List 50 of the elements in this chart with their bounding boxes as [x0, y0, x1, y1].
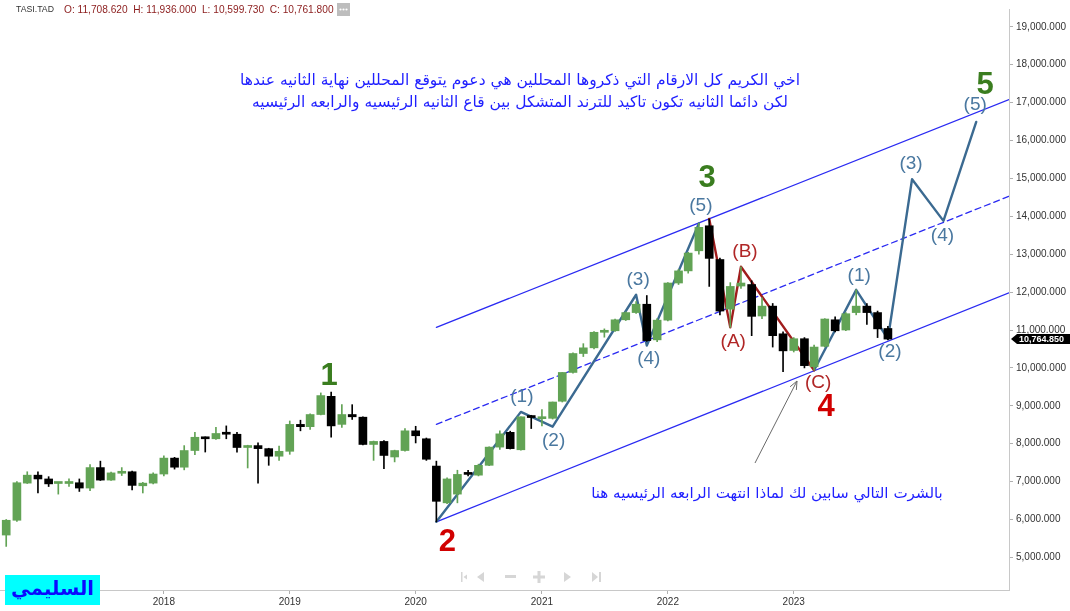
y-tick-label: 17,000.000 — [1016, 96, 1067, 108]
y-tick-label: 13,000.000 — [1016, 247, 1067, 259]
y-tick-label: 8,000.000 — [1016, 437, 1061, 449]
chart-subtitle: O: 11,708.620 H: 11,936.000 L: 10,599.730 C: 10,761.800 — [64, 3, 334, 15]
y-tick-label: 6,000.000 — [1016, 513, 1061, 525]
y-tick-label: 18,000.000 — [1016, 58, 1067, 70]
annotation: (1) — [510, 385, 534, 407]
annotation: (2) — [542, 428, 566, 450]
y-tick-label: 12,000.000 — [1016, 285, 1067, 297]
candlestick — [526, 414, 536, 429]
annotation: بالشرت التالي سابين لك لماذا انتهت الرابعه الرئيسيه هنا — [591, 483, 943, 503]
y-tick-label: 10,000.000 — [1016, 361, 1067, 373]
annotation: (4) — [930, 224, 955, 246]
annotation: 3 — [698, 158, 716, 194]
candlestick — [53, 481, 63, 495]
annotation: (5) — [689, 193, 713, 215]
annotation: (3) — [626, 268, 650, 289]
candlestick — [200, 436, 210, 453]
y-tick-label: 19,000.000 — [1016, 20, 1067, 32]
candlestick — [253, 442, 263, 484]
chart-title: TASI.TAD — [16, 4, 54, 15]
x-tick-label: 2018 — [152, 595, 176, 607]
candlestick — [537, 409, 547, 427]
y-tick-label: 11,000.000 — [1016, 323, 1066, 335]
y-tick-label: 14,000.000 — [1016, 210, 1067, 222]
text: 10,764.850 — [1019, 333, 1065, 344]
y-tick-label: 7,000.000 — [1016, 475, 1061, 487]
y-tick-label: 9,000.000 — [1016, 399, 1061, 411]
annotation: (1) — [847, 264, 871, 286]
x-tick-label: 2020 — [404, 595, 428, 607]
annotation: (2) — [878, 339, 902, 361]
annotation: (B) — [732, 239, 758, 261]
annotation: 1 — [320, 356, 338, 392]
x-tick-label: 2023 — [782, 595, 806, 607]
candlestick — [221, 425, 231, 440]
annotation: السليمي — [11, 577, 94, 601]
candlestick — [347, 404, 357, 420]
annotation: 2 — [438, 523, 456, 559]
annotation: لكن دائما الثانيه تكون تاكيد للترند المتشكل بين قاع الثانيه الرئيسيه والرابعه الرئيسيه — [251, 93, 789, 113]
annotation: (4) — [637, 346, 661, 368]
y-tick-label: 15,000.000 — [1016, 172, 1067, 184]
y-tick-label: 5,000.000 — [1016, 551, 1061, 563]
y-tick-label: 16,000.000 — [1016, 134, 1067, 146]
annotation: (3) — [899, 152, 923, 174]
annotation: اخي الكريم كل الارقام التي ذكروها المحللين هي دعوم يتوقع المحللين نهاية الثانيه عندها — [240, 71, 800, 91]
x-tick-label: 2022 — [656, 595, 680, 607]
annotation: (A) — [720, 329, 746, 351]
candlestick — [243, 444, 253, 469]
x-tick-label: 2021 — [530, 595, 554, 607]
x-tick-label: 2019 — [278, 595, 302, 607]
